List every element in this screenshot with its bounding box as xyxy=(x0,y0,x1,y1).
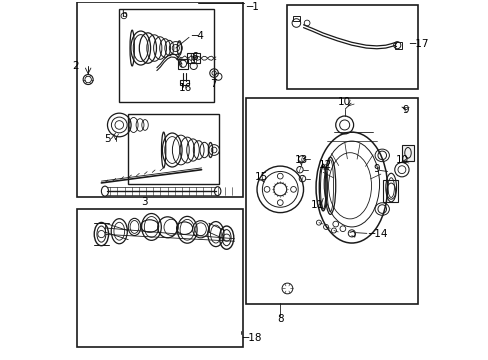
Text: 10: 10 xyxy=(395,155,408,165)
Bar xyxy=(287,5,417,89)
Text: 12: 12 xyxy=(318,160,331,170)
Text: 5: 5 xyxy=(104,134,111,144)
Text: 10: 10 xyxy=(337,97,350,107)
Text: 8: 8 xyxy=(276,314,283,324)
Text: ─18: ─18 xyxy=(242,333,261,343)
Text: 16: 16 xyxy=(179,83,192,93)
Bar xyxy=(77,209,242,347)
Bar xyxy=(77,1,242,197)
Text: 9: 9 xyxy=(402,105,408,115)
Bar xyxy=(177,59,187,69)
Bar xyxy=(383,180,398,202)
Bar xyxy=(246,98,417,304)
Text: 7: 7 xyxy=(209,79,216,89)
Bar xyxy=(187,53,200,63)
Text: 2: 2 xyxy=(72,61,79,71)
Text: 13: 13 xyxy=(294,155,307,165)
Text: ─14: ─14 xyxy=(367,229,386,239)
Text: 11: 11 xyxy=(310,200,324,210)
Bar xyxy=(395,42,401,49)
Bar xyxy=(118,9,214,102)
Bar xyxy=(292,16,299,21)
Text: 3: 3 xyxy=(141,197,147,207)
Text: 15: 15 xyxy=(255,172,268,182)
Text: b: b xyxy=(121,10,126,19)
Text: ─4: ─4 xyxy=(190,31,203,41)
Bar xyxy=(180,80,188,85)
Text: ─1: ─1 xyxy=(246,2,259,12)
Text: ─17: ─17 xyxy=(408,39,427,49)
Bar xyxy=(401,145,414,161)
Bar xyxy=(128,114,219,184)
Text: 9: 9 xyxy=(372,163,379,174)
Text: 6: 6 xyxy=(191,52,197,62)
